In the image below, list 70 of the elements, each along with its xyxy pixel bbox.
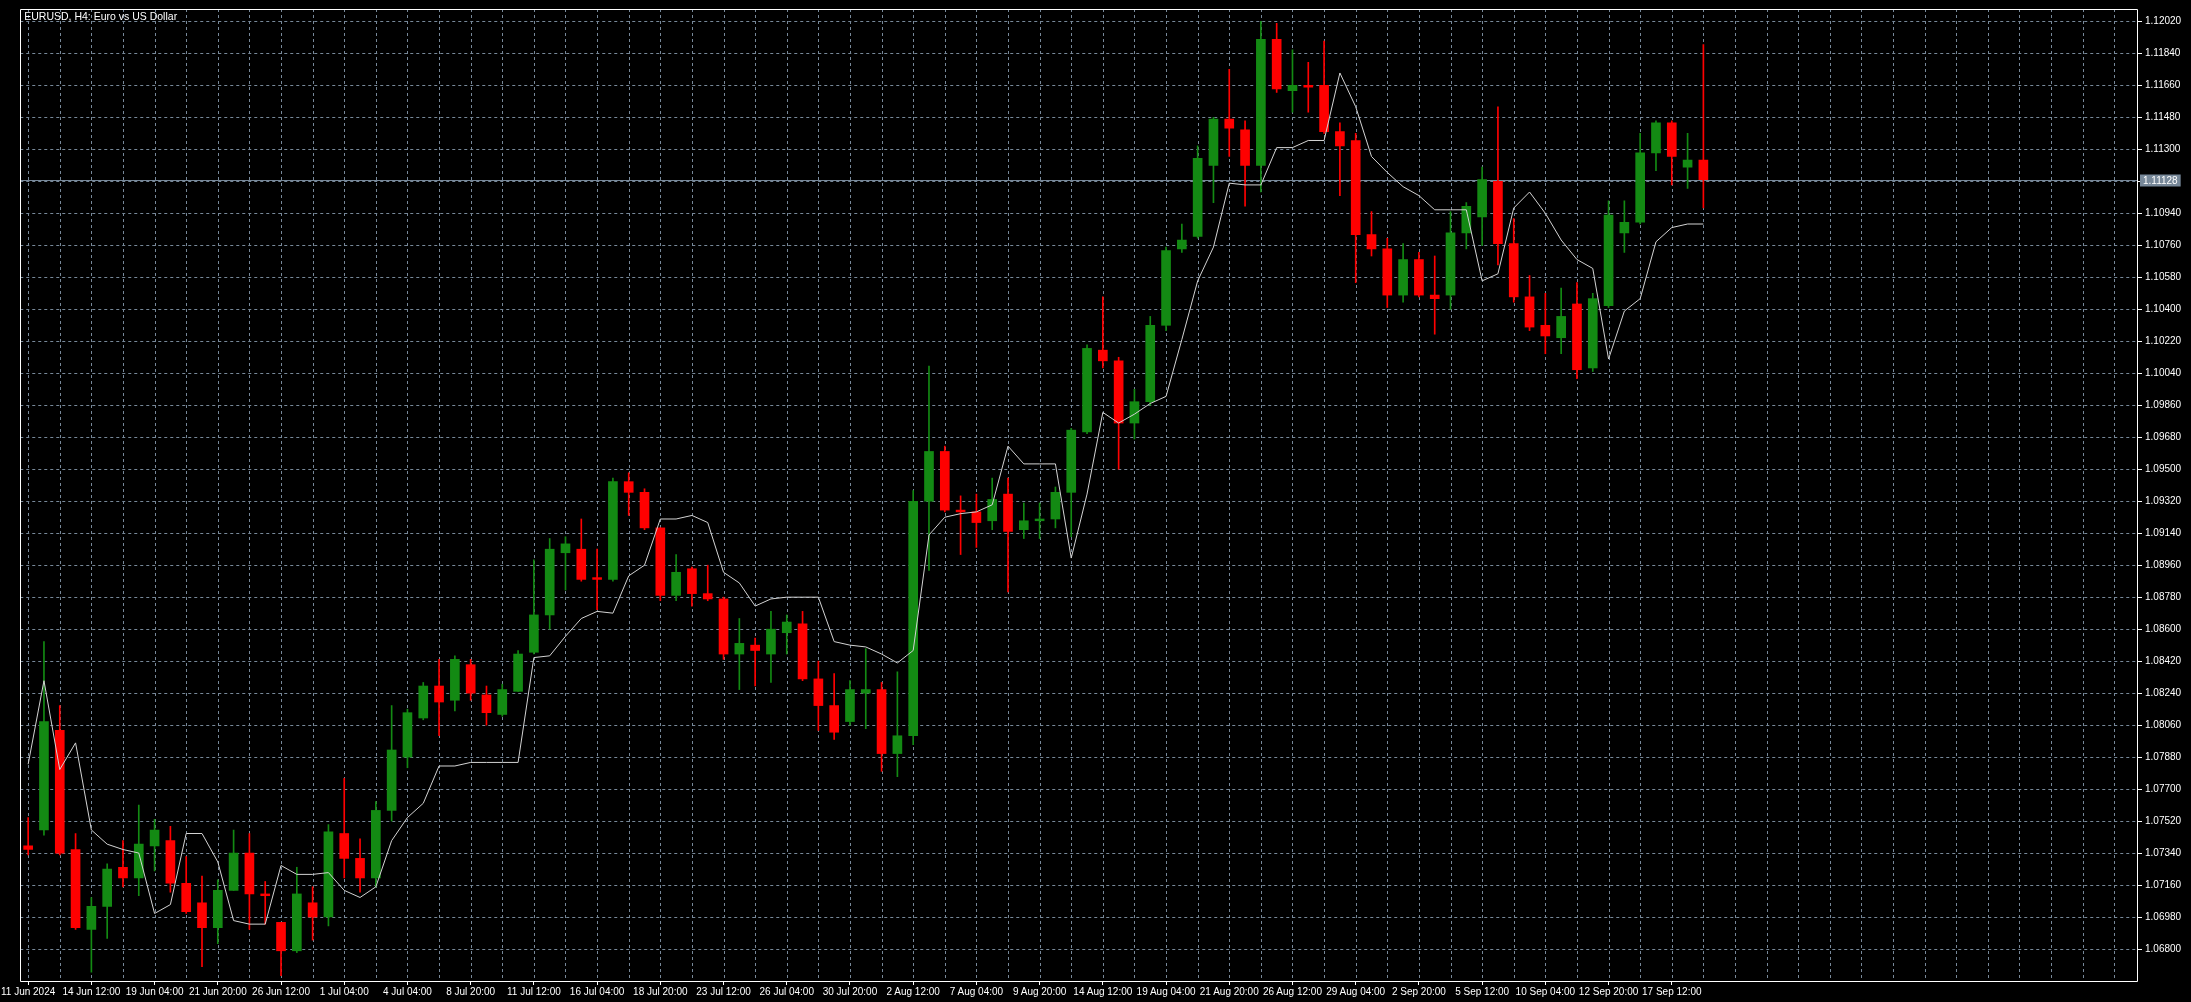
candlestick: [434, 659, 444, 737]
x-tick-label: 19 Jun 04:00: [125, 985, 184, 997]
x-tick-label: 21 Aug 20:00: [1199, 985, 1260, 997]
x-tick-label: 10 Sep 04:00: [1515, 985, 1576, 997]
y-tick-label: 1.06800: [2145, 942, 2182, 954]
candlestick: [702, 564, 713, 602]
y-tick-label: 1.08060: [2145, 718, 2182, 730]
y-tick-label: 1.09860: [2145, 399, 2182, 411]
candlestick: [592, 548, 602, 610]
y-tick-label: 1.09320: [2145, 494, 2182, 506]
y-tick-label: 1.09140: [2145, 526, 2182, 538]
y-tick-label: 1.12020: [2145, 15, 2182, 27]
y-tick-label: 1.11840: [2145, 47, 2181, 59]
x-tick-label: 14 Aug 12:00: [1073, 985, 1133, 997]
x-tick-label: 2 Sep 20:00: [1391, 985, 1447, 997]
x-tick-label: 11 Jun 2024: [1, 985, 56, 997]
y-tick-label: 1.08960: [2145, 558, 2182, 570]
x-tick-label: 17 Sep 12:00: [1642, 985, 1702, 997]
y-tick-label: 1.10040: [2145, 367, 2182, 379]
x-tick-label: 30 Jul 20:00: [822, 985, 878, 997]
y-tick-label: 1.11660: [2145, 79, 2181, 91]
x-tick-label: 14 Jun 12:00: [62, 985, 121, 997]
y-tick-label: 1.10940: [2145, 207, 2182, 219]
candlestick: [118, 840, 128, 888]
x-tick-label: 4 Jul 04:00: [382, 985, 433, 997]
y-tick-label: 1.07700: [2145, 782, 2182, 794]
x-tick-label: 9 Aug 20:00: [1012, 985, 1067, 997]
y-tick-label: 1.11480: [2145, 111, 2181, 123]
chart-title: EURUSD, H4: Euro vs US Dollar: [24, 10, 178, 23]
x-tick-label: 12 Sep 20:00: [1578, 985, 1639, 997]
y-tick-label: 1.06980: [2145, 910, 2182, 922]
x-tick-label: 11 Jul 12:00: [507, 985, 562, 997]
candlestick: [23, 817, 33, 856]
y-tick-label: 1.08420: [2145, 654, 2182, 666]
y-tick-label: 1.07880: [2145, 750, 2182, 762]
y-tick-label: 1.10220: [2145, 335, 2182, 347]
y-tick-label: 1.11300: [2145, 143, 2181, 155]
x-tick-label: 16 Jul 04:00: [569, 985, 625, 997]
x-tick-label: 2 Aug 12:00: [886, 985, 941, 997]
x-tick-label: 8 Jul 20:00: [446, 985, 496, 997]
candlestick: [1429, 255, 1440, 335]
x-tick-label: 23 Jul 12:00: [696, 985, 752, 997]
x-tick-label: 29 Aug 04:00: [1326, 985, 1386, 997]
y-tick-label: 1.07520: [2145, 814, 2182, 826]
ref-line-label: 1.11128: [2143, 174, 2179, 186]
y-tick-label: 1.08600: [2145, 622, 2182, 634]
y-tick-label: 1.07160: [2145, 878, 2182, 890]
x-tick-label: 21 Jun 20:00: [188, 985, 248, 997]
y-tick-label: 1.07340: [2145, 846, 2182, 858]
y-tick-label: 1.10580: [2145, 271, 2182, 283]
candlestick: [1098, 296, 1108, 369]
y-tick-label: 1.10760: [2145, 239, 2182, 251]
candlestick: [1224, 69, 1235, 157]
x-tick-label: 26 Aug 12:00: [1263, 985, 1323, 997]
x-tick-label: 19 Aug 04:00: [1136, 985, 1196, 997]
y-tick-label: 1.08240: [2145, 686, 2182, 698]
y-tick-label: 1.10400: [2145, 303, 2182, 315]
x-tick-label: 7 Aug 04:00: [949, 985, 1004, 997]
candlestick: [1303, 61, 1314, 113]
x-tick-label: 18 Jul 20:00: [633, 985, 688, 997]
candlestick: [1335, 122, 1345, 196]
y-tick-label: 1.09680: [2145, 431, 2182, 442]
x-tick-label: 26 Jun 12:00: [252, 985, 311, 997]
x-tick-label: 5 Sep 12:00: [1455, 985, 1510, 997]
y-tick-label: 1.08780: [2145, 590, 2182, 602]
candlestick: [860, 648, 871, 729]
x-tick-label: 1 Jul 04:00: [319, 985, 370, 997]
candlestick: [750, 637, 760, 687]
x-tick-label: 26 Jul 04:00: [759, 985, 815, 997]
y-tick-label: 1.09500: [2145, 462, 2182, 474]
